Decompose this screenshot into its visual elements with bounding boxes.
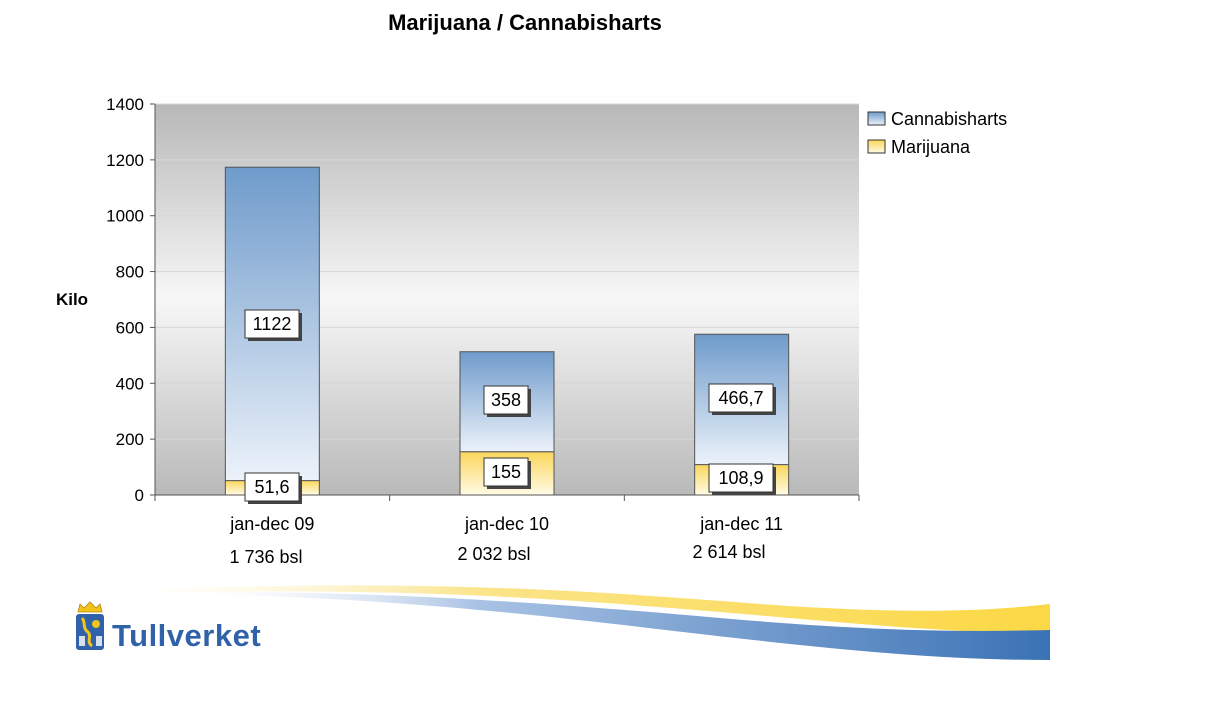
category-note: 2 032 bsl: [457, 544, 530, 564]
data-label: 1122: [253, 314, 292, 334]
category-note: 1 736 bsl: [229, 547, 302, 567]
y-tick-label: 400: [116, 374, 144, 393]
data-label-box: [244, 309, 300, 339]
data-label: 155: [491, 462, 521, 482]
legend-swatch-cannabisharts: [867, 111, 886, 126]
data-label: 108,9: [718, 468, 763, 488]
data-labels: 51,6 1122 155 358 108,9 466,7: [244, 309, 776, 504]
x-tick-label: jan-dec 10: [464, 514, 549, 534]
y-tick-label: 1400: [106, 95, 144, 114]
x-labels: jan-dec 09 1 736 bsl jan-dec 10 2 032 bsl ja…: [229, 514, 783, 567]
y-tick-label: 1200: [106, 151, 144, 170]
y-ticks: 0 200 400 600 800 1000 1200 1400: [106, 95, 155, 505]
legend-label-marijuana: Marijuana: [891, 137, 971, 157]
y-tick-label: 0: [135, 486, 144, 505]
data-label-box: [244, 472, 300, 502]
x-tick-label: jan-dec 11: [699, 514, 783, 534]
data-label: 466,7: [718, 388, 763, 408]
legend: Cannabisharts Marijuana: [867, 109, 1007, 157]
y-tick-label: 200: [116, 430, 144, 449]
data-label-box: [483, 385, 529, 415]
data-label-box: [708, 463, 774, 493]
x-tick-label: jan-dec 09: [229, 514, 314, 534]
chart-title: Marijuana / Cannabisharts: [388, 10, 662, 35]
y-tick-label: 800: [116, 263, 144, 282]
y-tick-label: 1000: [106, 207, 144, 226]
decorative-swoosh: [100, 585, 1050, 660]
y-tick-label: 600: [116, 318, 144, 337]
tullverket-crest-icon: [76, 601, 104, 650]
data-label: 358: [491, 390, 521, 410]
legend-swatch-marijuana: [867, 139, 886, 154]
tullverket-logo-text: Tullverket: [112, 618, 262, 653]
data-label: 51,6: [254, 477, 289, 497]
y-axis-label: Kilo: [56, 290, 88, 309]
data-label-box: [483, 457, 529, 487]
category-note: 2 614 bsl: [692, 542, 765, 562]
legend-label-cannabisharts: Cannabisharts: [891, 109, 1007, 129]
data-label-box: [708, 383, 774, 413]
